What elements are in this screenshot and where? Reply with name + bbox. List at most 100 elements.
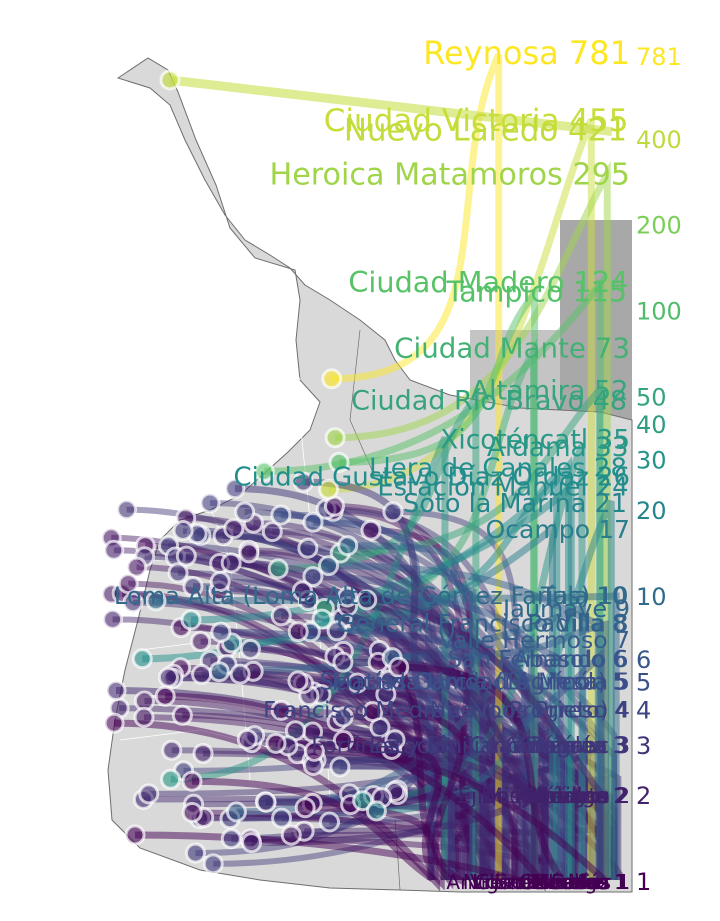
connector-curve bbox=[335, 160, 611, 880]
locality-point bbox=[210, 621, 232, 643]
rank-label: Miquihuana 2 bbox=[485, 783, 628, 808]
locality-point bbox=[388, 656, 410, 678]
connector-curve bbox=[398, 663, 564, 880]
locality-point bbox=[265, 732, 287, 754]
municipal-border bbox=[199, 479, 251, 781]
locality-point bbox=[180, 609, 202, 631]
locality-point bbox=[192, 742, 214, 764]
locality-point bbox=[365, 800, 387, 822]
rank-label: Bustamante 2 bbox=[481, 783, 630, 808]
locality-point bbox=[287, 670, 309, 692]
rank-label: Valle Hermoso 7 bbox=[439, 626, 630, 654]
locality-point bbox=[332, 651, 354, 673]
rank-label: Ciudad Victoria 455 bbox=[324, 103, 629, 139]
locality-point bbox=[346, 672, 368, 694]
locality-point bbox=[160, 768, 182, 790]
rank-label: Burgos 2 bbox=[536, 783, 630, 808]
locality-point bbox=[302, 511, 324, 533]
locality-point bbox=[103, 712, 125, 734]
locality-point bbox=[238, 542, 260, 564]
rank-label: Mainero 2 bbox=[525, 783, 630, 808]
locality-point bbox=[356, 589, 378, 611]
locality-point bbox=[234, 501, 256, 523]
locality-point bbox=[294, 797, 316, 819]
rank-label: Ciudad Mante 73 bbox=[394, 332, 630, 365]
locality-point bbox=[253, 460, 275, 482]
locality-point bbox=[159, 69, 181, 91]
rank-label: Reynosa 781 bbox=[423, 34, 630, 72]
connector-curve bbox=[303, 680, 529, 880]
connector-curve bbox=[298, 628, 449, 881]
locality-point bbox=[297, 537, 319, 559]
locality-point bbox=[311, 608, 333, 630]
locality-point bbox=[332, 730, 354, 752]
locality-point bbox=[302, 566, 324, 588]
municipal-border bbox=[349, 329, 373, 471]
locality-point bbox=[318, 478, 340, 500]
connector-curve bbox=[331, 53, 503, 880]
connector-curve bbox=[165, 692, 546, 892]
locality-point bbox=[287, 621, 309, 643]
y-tick-label: 20 bbox=[636, 497, 667, 525]
locality-point bbox=[329, 756, 351, 778]
locality-point bbox=[224, 478, 246, 500]
locality-point bbox=[255, 791, 277, 813]
locality-point bbox=[318, 555, 340, 577]
locality-point bbox=[352, 790, 374, 812]
rank-label: Ciudad Río Bravo 48 bbox=[351, 386, 627, 417]
rank-label: Ciudad Madero 124 bbox=[348, 265, 628, 299]
locality-point bbox=[229, 663, 251, 685]
connector-curve bbox=[339, 284, 539, 880]
rank-label: Ocampo 17 bbox=[485, 515, 630, 544]
y-tick-label: 400 bbox=[636, 126, 682, 154]
locality-point bbox=[172, 520, 194, 542]
locality-point bbox=[117, 573, 139, 595]
locality-point bbox=[171, 704, 193, 726]
locality-point bbox=[185, 842, 207, 864]
y-tick-label: 6 bbox=[636, 646, 651, 674]
locality-point bbox=[126, 556, 148, 578]
rank-label: Guerrero 1 bbox=[519, 870, 627, 894]
locality-point bbox=[131, 648, 153, 670]
y-tick-label: 10 bbox=[636, 583, 667, 611]
rank-label: San Nicolás 1 bbox=[495, 870, 630, 894]
locality-point bbox=[382, 501, 404, 523]
y-tick-label: 5 bbox=[636, 669, 651, 697]
locality-point bbox=[154, 685, 176, 707]
connector-curve bbox=[135, 831, 524, 886]
locality-point bbox=[384, 729, 406, 751]
rank-label: San Fernando 6 bbox=[447, 646, 628, 673]
locality-point bbox=[241, 832, 263, 854]
rank-label: Fortines y Emiliano Zapata 3 bbox=[311, 734, 627, 759]
locality-point bbox=[336, 586, 358, 608]
rank-label: Nuevo Laredo 421 bbox=[344, 113, 627, 149]
rank-label: Gómez Farías 1 bbox=[475, 870, 629, 894]
y-tick-label: 2 bbox=[636, 782, 651, 810]
locality-point bbox=[321, 368, 343, 390]
rank-label: Camargo 1 bbox=[519, 870, 629, 894]
rank-label: Loma Alta (Loma Alta de Gómez Farías) 10 bbox=[114, 582, 629, 610]
locality-point bbox=[122, 592, 144, 614]
locality-point bbox=[332, 706, 354, 728]
y-tick-label: 40 bbox=[636, 411, 667, 439]
locality-point bbox=[103, 539, 125, 561]
rank-label: General Francisco Villa 8 bbox=[337, 609, 629, 637]
rank-label: Ejido Anáhuac 2 bbox=[458, 783, 629, 808]
rank-label: Hidalgo 2 bbox=[528, 783, 629, 808]
locality-point bbox=[236, 728, 258, 750]
locality-point bbox=[175, 545, 197, 567]
y-tick-label: 50 bbox=[636, 383, 667, 411]
rank-label: Nuevo Morelos 1 bbox=[463, 870, 630, 894]
locality-point bbox=[362, 701, 384, 723]
locality-point bbox=[337, 535, 359, 557]
locality-point bbox=[292, 471, 314, 493]
rank-label: Padilla 8 bbox=[527, 609, 627, 637]
locality-point bbox=[190, 631, 212, 653]
locality-point bbox=[225, 801, 247, 823]
connector-curve bbox=[310, 628, 539, 880]
locality-point bbox=[181, 770, 203, 792]
rank-label: Estación Manuel 24 bbox=[377, 472, 628, 502]
locality-point bbox=[323, 495, 345, 517]
connector-curve bbox=[231, 559, 530, 880]
